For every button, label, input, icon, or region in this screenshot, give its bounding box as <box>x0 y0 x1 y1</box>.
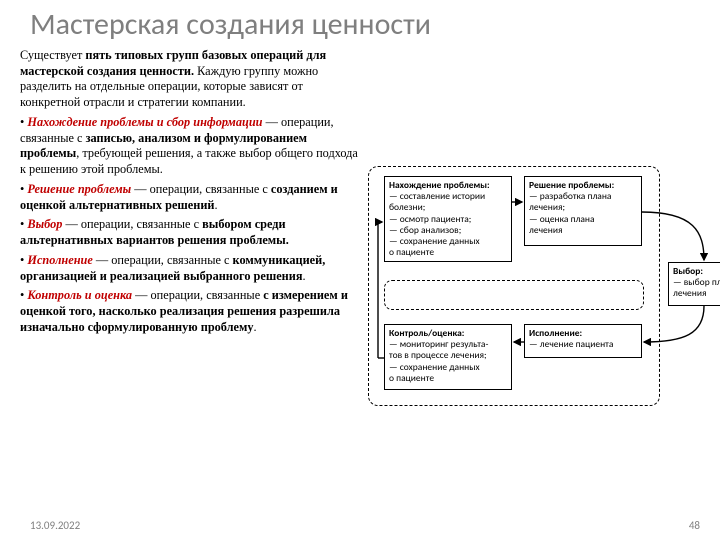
node-line: о пациенте <box>389 373 507 384</box>
node-line: лечения <box>529 225 637 236</box>
node-solution: Решение проблемы: — разработка плана леч… <box>524 176 642 246</box>
bullet-2: • Решение проблемы — операции, связанные… <box>20 182 360 213</box>
b3-mid: — операции, связанные с <box>62 217 202 231</box>
bullet-1: • Нахождение проблемы и сбор информации … <box>20 115 360 178</box>
node-choice-lines: — выбор плана лечения <box>673 277 720 299</box>
b4-name: Исполнение <box>27 253 92 267</box>
bullet-5: • Контроль и оценка — операции, связанны… <box>20 288 360 335</box>
b5-mid: — операции, связанные <box>132 288 263 302</box>
b5-post: . <box>254 320 257 334</box>
b3-name: Выбор <box>27 217 62 231</box>
b2-name: Решение проблемы <box>27 182 131 196</box>
node-choice: Выбор: — выбор плана лечения <box>668 262 720 306</box>
b4-mid: — операции, связанные с <box>93 253 233 267</box>
node-line: болезни; <box>389 202 507 213</box>
value-workshop-diagram: Нахождение проблемы: — составление истор… <box>364 162 714 408</box>
node-line: лечения; <box>529 202 637 213</box>
node-exec-lines: — лечение пациента <box>529 339 637 350</box>
node-solution-lines: — разработка плана лечения;— оценка план… <box>529 191 637 236</box>
slide: Мастерская создания ценности Существует … <box>0 0 720 540</box>
footer-date: 13.09.2022 <box>30 519 80 532</box>
b2-post: . <box>215 198 218 212</box>
node-problem-lines: — составление истории болезни;— осмотр п… <box>389 191 507 258</box>
node-line: — лечение пациента <box>529 339 637 350</box>
node-line: о пациенте <box>389 247 507 258</box>
b5-name: Контроль и оценка <box>27 288 132 302</box>
intro-pre: Существует <box>20 48 85 62</box>
dashed-inner-slot <box>384 280 644 310</box>
bullet-3: • Выбор — операции, связанные с выбором … <box>20 217 360 248</box>
node-line: тов в процессе лечения; <box>389 350 507 361</box>
footer-page-number: 48 <box>689 519 700 532</box>
b4-post: . <box>303 269 306 283</box>
node-problem: Нахождение проблемы: — составление истор… <box>384 176 512 262</box>
intro-paragraph: Существует пять типовых групп базовых оп… <box>20 48 360 111</box>
page-title: Мастерская создания ценности <box>30 6 431 43</box>
node-exec: Исполнение: — лечение пациента <box>524 324 642 358</box>
node-line: лечения <box>673 288 720 299</box>
b1-name: Нахождение проблемы и сбор информации <box>27 115 262 129</box>
body-text: Существует пять типовых групп базовых оп… <box>20 48 360 339</box>
node-control-lines: — мониторинг результа- тов в процессе ле… <box>389 339 507 384</box>
b2-mid: — операции, связанные с <box>131 182 271 196</box>
bullet-4: • Исполнение — операции, связанные с ком… <box>20 253 360 284</box>
node-control: Контроль/оценка: — мониторинг результа- … <box>384 324 512 390</box>
